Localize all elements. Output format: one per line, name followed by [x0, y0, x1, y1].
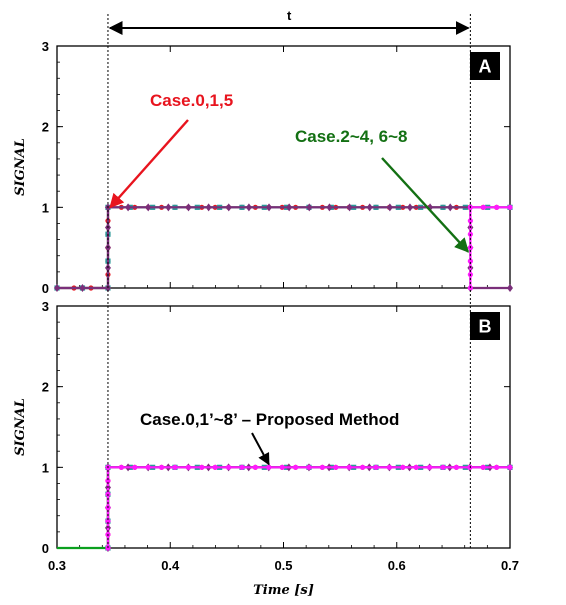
series-point [413, 464, 419, 470]
interval-indicator: t [107, 8, 471, 548]
series-point [172, 464, 178, 470]
series-point [279, 464, 285, 470]
series-point [319, 464, 325, 470]
series-point [105, 478, 111, 484]
panel-label: B [479, 317, 492, 337]
series-point [54, 284, 60, 292]
series-point [366, 203, 373, 212]
series-point [493, 464, 500, 470]
x-tick-label: 0.7 [501, 558, 519, 573]
annotation-1: Case.2~4, 6~8 [295, 127, 470, 253]
series-point [165, 203, 172, 212]
series-point [480, 204, 487, 210]
annotation-arrow [251, 432, 270, 466]
annotation-text: Case.2~4, 6~8 [295, 127, 407, 146]
annotation-arrow [381, 157, 470, 253]
series-point [118, 464, 124, 470]
series-point [386, 203, 393, 212]
x-tick-label: 0.6 [388, 558, 406, 573]
y-axis-title: SIGNAL [13, 138, 28, 196]
y-tick-label: 1 [42, 200, 49, 215]
panel-a: 0 1 2 3 SIGNAL A [13, 39, 513, 296]
series-point [333, 464, 339, 470]
y-tick-label: 1 [42, 460, 49, 475]
series-point [185, 464, 191, 470]
interval-label: t [287, 8, 292, 23]
series-point [205, 203, 212, 212]
y-tick-label: 3 [42, 39, 49, 54]
annotation-text: Case.0,1’~8’ – Proposed Method [140, 410, 399, 429]
y-tick-label: 2 [42, 120, 49, 135]
panels: 0 1 2 3 SIGNAL A 0 1 2 3 0.3 0.4 0.5 0.6 0.7 SIGNAL Time… [13, 39, 519, 598]
plot-frame [56, 45, 511, 289]
series-point [326, 203, 333, 212]
series-point [79, 284, 86, 292]
series-point [386, 464, 392, 470]
series-point [105, 518, 111, 524]
panel-b: 0 1 2 3 0.3 0.4 0.5 0.6 0.7 SIGNAL Time [s] B [13, 299, 519, 598]
panel-label-badge [470, 52, 500, 80]
annotation-proposed: Case.0,1’~8’ – Proposed Method [140, 410, 399, 466]
series-point [132, 464, 138, 470]
series-point [507, 284, 513, 292]
series-point [225, 464, 232, 470]
series-point [346, 203, 353, 212]
panel-label: A [479, 57, 492, 77]
series-point [346, 464, 352, 470]
x-tick-label: 0.3 [48, 558, 66, 573]
series-point [266, 464, 272, 470]
series-point [199, 464, 205, 470]
series-point [239, 464, 245, 470]
series-point [359, 464, 366, 470]
y-tick-label: 2 [42, 380, 49, 395]
series-point [440, 464, 446, 470]
series-point [447, 203, 454, 212]
x-tick-label: 0.4 [161, 558, 180, 573]
y-tick-label: 3 [42, 299, 49, 314]
series-point [225, 203, 232, 212]
series-point [306, 203, 313, 212]
series-point [125, 203, 132, 212]
series-point [453, 464, 459, 470]
series-point [507, 204, 513, 210]
series-point [158, 464, 165, 470]
series-point [252, 464, 258, 470]
y-tick-label: 0 [42, 281, 49, 296]
series-point [494, 204, 500, 210]
series-point [266, 203, 273, 212]
panel-label-badge [470, 312, 500, 340]
series-point [467, 464, 473, 470]
series-point [467, 258, 473, 264]
annotation-arrow [109, 119, 189, 209]
plot-frame [56, 305, 511, 549]
series-point [245, 203, 252, 212]
series-point [406, 203, 413, 212]
series-point [185, 203, 192, 212]
series-point [286, 203, 293, 212]
series-point [480, 464, 486, 470]
series-point [373, 464, 379, 470]
y-tick-label: 0 [42, 541, 49, 556]
series-point [212, 464, 218, 470]
series-point [507, 464, 513, 470]
annotation-text: Case.0,1,5 [150, 91, 233, 110]
series-point [426, 464, 433, 470]
x-tick-label: 0.5 [274, 558, 292, 573]
y-axis-title: SIGNAL [13, 398, 28, 456]
series-point [467, 218, 473, 224]
series-point [145, 203, 152, 212]
series-point [306, 464, 312, 470]
series-point [292, 464, 299, 470]
series-point [400, 464, 406, 470]
series-4 [105, 464, 513, 551]
x-axis-title: Time [s] [253, 583, 314, 598]
series-point [145, 464, 151, 470]
annotation-0: Case.0,1,5 [109, 91, 233, 209]
